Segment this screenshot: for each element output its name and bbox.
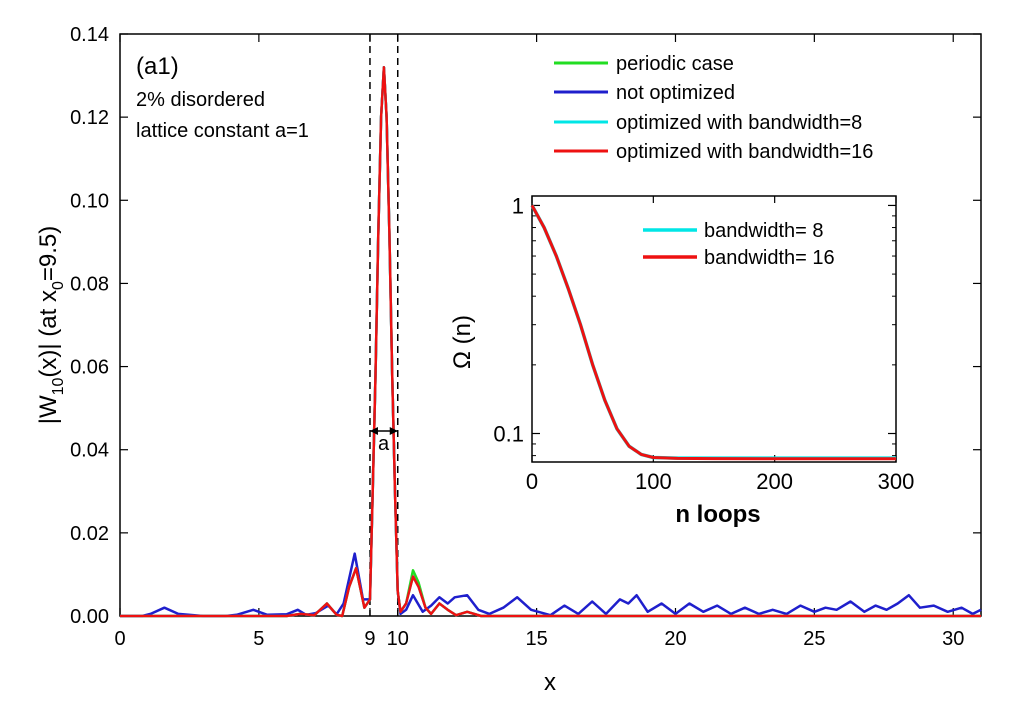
series-line-3 [120,66,981,618]
inset-legend-label-bw16: bandwidth= 16 [704,247,835,269]
y-title-part-1: |W [35,395,62,424]
x-tick-label: 15 [525,628,547,650]
legend-label-not-optimized: not optimized [616,82,735,104]
inset-x-tick-label: 200 [756,469,793,494]
inset-x-tick-label: 100 [635,469,672,494]
width-marker-label: a [378,433,390,455]
x-tick-label: 9 [364,628,375,650]
width-arrow-head-right [389,427,398,436]
inset-x-tick-label: 0 [526,469,538,494]
y-title-part-3: =9.5) [35,226,62,281]
inset-series-line-1 [530,204,896,461]
y-tick-label: 0.02 [70,523,109,545]
y-title-sub-1: 10 [50,377,67,395]
y-tick-label: 0.12 [70,107,109,129]
main-legend: periodic case not optimized optimized wi… [554,53,873,163]
inset-y-tick-label: 0.1 [493,422,524,447]
y-tick-label: 0.10 [70,190,109,212]
x-tick-label: 0 [114,628,125,650]
y-tick-label: 0.00 [70,606,109,628]
x-tick-label: 5 [253,628,264,650]
legend-label-bw8: optimized with bandwidth=8 [616,112,862,134]
inset-x-axis-title: n loops [675,501,760,528]
y-tick-label: 0.08 [70,273,109,295]
y-axis-title: |W10(x)| (at x0=9.5) [35,226,67,425]
x-tick-label: 20 [664,628,686,650]
y-tick-label: 0.04 [70,440,109,462]
legend-label-periodic: periodic case [616,53,734,75]
x-tick-label: 10 [387,628,409,650]
x-tick-label: 30 [942,628,964,650]
y-title-sub-2: 0 [50,281,67,290]
annotation-disorder: 2% disordered [136,89,265,111]
inset-legend-label-bw8: bandwidth= 8 [704,220,824,242]
inset-frame [531,195,897,463]
annotation-lattice: lattice constant a=1 [136,120,309,142]
inset-y-tick-label: 1 [512,193,524,218]
inset-y-axis-title: Ω (n) [449,315,476,369]
inset-legend: bandwidth= 8 bandwidth= 16 [643,220,835,269]
y-tick-label: 0.06 [70,357,109,379]
width-arrow-head-left [369,427,378,436]
legend-label-bw16: optimized with bandwidth=16 [616,141,873,163]
y-tick-label: 0.14 [70,24,109,46]
inset-x-tick-label: 300 [878,469,915,494]
width-arrow [369,427,398,436]
y-title-part-2: (x)| (at x [35,290,62,378]
x-axis-title: x [544,669,556,696]
panel-label: (a1) [136,53,179,80]
x-tick-label: 25 [803,628,825,650]
